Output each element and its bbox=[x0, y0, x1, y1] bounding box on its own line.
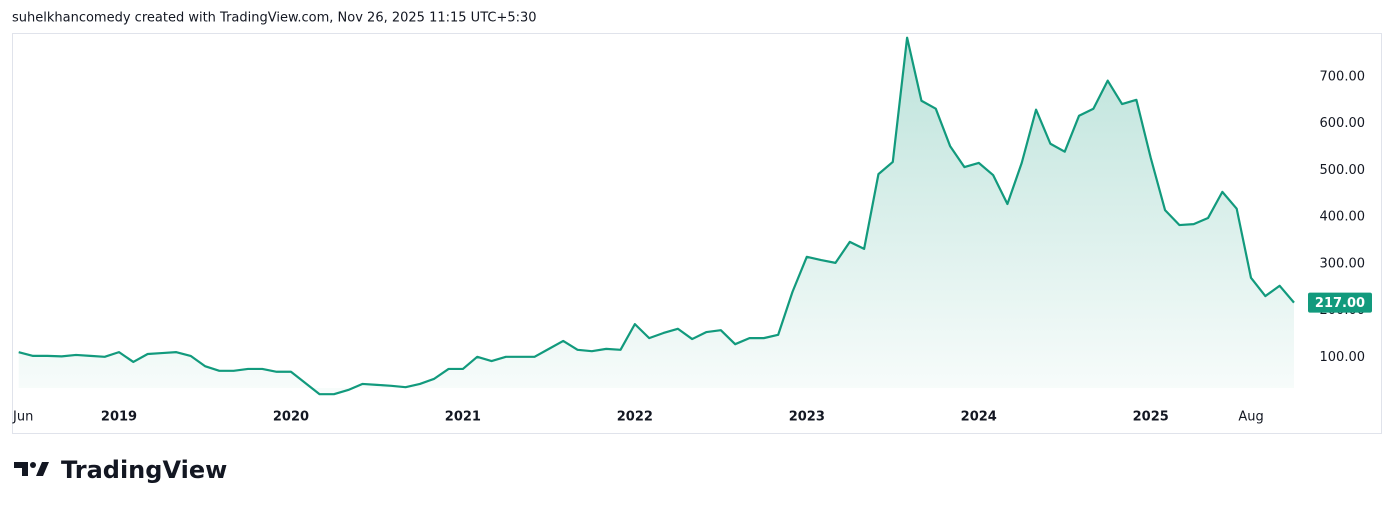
x-tick-label: Jun bbox=[12, 410, 33, 425]
y-tick-label: 400.00 bbox=[1320, 210, 1366, 225]
last-price-tag bbox=[1308, 292, 1372, 313]
y-tick-label: 500.00 bbox=[1320, 163, 1366, 178]
header-text: suhelkhancomedy created with TradingView… bbox=[12, 11, 537, 26]
x-tick-label: 2022 bbox=[617, 410, 653, 425]
x-tick-label: 2024 bbox=[961, 410, 997, 425]
last-price-label: 217.00 bbox=[1315, 296, 1365, 311]
y-tick-label: 700.00 bbox=[1320, 69, 1366, 84]
y-tick-label: 300.00 bbox=[1320, 256, 1366, 271]
price-line bbox=[18, 36, 1295, 396]
plot-frame bbox=[12, 33, 1382, 434]
brand-logo: TradingView bbox=[14, 456, 227, 484]
x-tick-label: 2019 bbox=[101, 410, 137, 425]
x-tick-label: 2023 bbox=[789, 410, 825, 425]
logo-icon bbox=[30, 462, 36, 468]
logo-icon bbox=[14, 462, 28, 476]
x-tick-label: 2021 bbox=[445, 410, 481, 425]
area-fill bbox=[18, 37, 1295, 395]
logo-icon bbox=[36, 462, 49, 476]
brand-name: TradingView bbox=[61, 456, 227, 484]
x-tick-label: 2025 bbox=[1133, 410, 1169, 425]
x-tick-label: Aug bbox=[1238, 410, 1263, 425]
y-tick-label: 600.00 bbox=[1320, 116, 1366, 131]
x-tick-label: 2020 bbox=[273, 410, 309, 425]
y-tick-label: 100.00 bbox=[1320, 350, 1366, 365]
